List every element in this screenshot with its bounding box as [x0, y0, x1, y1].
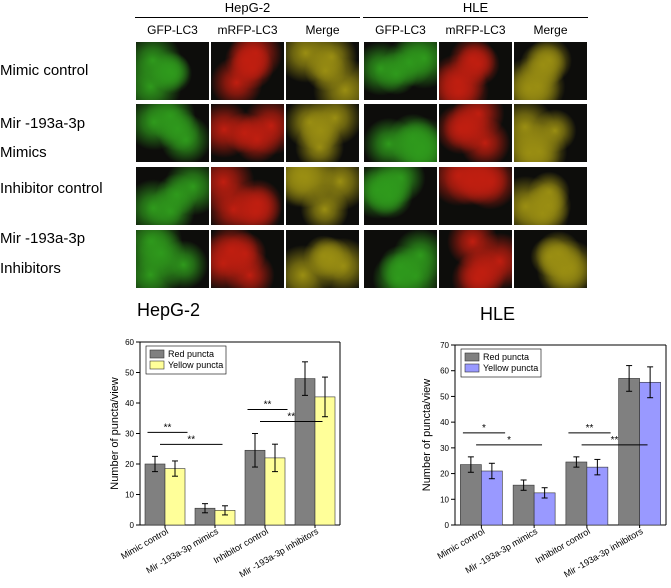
- row-label-inhibitor-control: Inhibitor control: [0, 180, 103, 197]
- bar-red-puncta: [460, 464, 482, 526]
- y-tick-label: 10: [125, 491, 134, 500]
- micrograph-merge: [286, 230, 359, 288]
- micrograph-merge: [286, 167, 359, 225]
- group-label-hle: HLE: [462, 0, 489, 15]
- y-tick-label: 30: [125, 430, 134, 439]
- significance-label: **: [586, 423, 594, 434]
- significance-label: **: [264, 400, 272, 411]
- micrograph-red: [439, 104, 512, 162]
- bar-red-puncta: [512, 484, 535, 526]
- y-tick-label: 20: [440, 470, 449, 479]
- row-label-mir-193a-3p: Mir -193a-3p: [0, 230, 86, 247]
- group-label-hepg2: HepG-2: [224, 0, 271, 15]
- micrograph-merge: [286, 42, 359, 100]
- x-tick-label: Mimic control: [435, 526, 486, 561]
- y-tick-label: 0: [130, 521, 135, 530]
- micrograph-red: [439, 230, 512, 288]
- column-label-merge: Merge: [305, 23, 340, 37]
- micrograph-red: [211, 104, 284, 162]
- micrograph-green: [136, 42, 209, 100]
- y-axis-label: Number of puncta/view: [109, 377, 121, 490]
- micrograph-red: [211, 167, 284, 225]
- bar-red-puncta: [565, 461, 588, 526]
- bar-red-puncta: [294, 378, 316, 526]
- bar-yellow-puncta: [639, 381, 661, 526]
- y-tick-label: 60: [440, 367, 449, 376]
- y-tick-label: 60: [125, 338, 134, 347]
- micrograph-red: [439, 167, 512, 225]
- row-label-inhibitors: Inhibitors: [0, 260, 61, 277]
- y-tick-label: 40: [125, 399, 134, 408]
- y-tick-label: 30: [440, 444, 449, 453]
- bar-yellow-puncta: [586, 466, 609, 526]
- micrograph-merge: [514, 104, 587, 162]
- y-tick-label: 20: [125, 460, 134, 469]
- micrograph-merge: [514, 167, 587, 225]
- micrograph-green: [136, 104, 209, 162]
- significance-label: **: [611, 435, 619, 446]
- row-label-mimic-control: Mimic control: [0, 62, 89, 79]
- group-divider-hepg2: [135, 17, 360, 18]
- y-tick-label: 10: [440, 495, 449, 504]
- micrograph-red: [211, 42, 284, 100]
- y-tick-label: 50: [125, 369, 134, 378]
- chart-title-hepg2: HepG-2: [137, 300, 201, 320]
- micrograph-green: [364, 167, 437, 225]
- row-label-mir-193a-3p: Mir -193a-3p: [0, 115, 86, 132]
- y-tick-label: 0: [445, 521, 450, 530]
- column-label-merge: Merge: [533, 23, 568, 37]
- y-tick-label: 70: [440, 341, 449, 350]
- column-label-gfp-lc3: GFP-LC3: [147, 23, 198, 37]
- bar-yellow-puncta: [164, 468, 186, 526]
- micrograph-merge: [514, 230, 587, 288]
- legend-swatch: [464, 363, 480, 373]
- legend-label: Red puncta: [483, 352, 529, 362]
- column-label-mrfp-lc3: mRFP-LC3: [217, 23, 278, 37]
- bar-chart-hle: 0 10 20 30 40 50 60 70 Number of puncta/view Mimi…: [421, 341, 667, 580]
- row-label-mimics: Mimics: [0, 144, 47, 161]
- micrograph-green: [136, 167, 209, 225]
- legend-label: Yellow puncta: [483, 363, 538, 373]
- significance-label: *: [507, 435, 511, 446]
- significance-label: **: [187, 434, 195, 445]
- significance-label: **: [287, 412, 295, 423]
- significance-label: *: [482, 423, 486, 434]
- y-axis-label: Number of puncta/view: [421, 379, 433, 492]
- micrograph-merge: [286, 104, 359, 162]
- legend-swatch: [464, 352, 480, 362]
- y-tick-label: 50: [440, 392, 449, 401]
- legend-swatch: [149, 349, 165, 359]
- bar-red-puncta: [618, 378, 640, 526]
- micrograph-red: [211, 230, 284, 288]
- micrograph-red: [439, 42, 512, 100]
- micrograph-green: [136, 230, 209, 288]
- column-label-mrfp-lc3: mRFP-LC3: [445, 23, 506, 37]
- significance-label: **: [164, 422, 172, 433]
- micrograph-green: [364, 104, 437, 162]
- bar-red-puncta: [144, 463, 166, 526]
- legend-label: Red puncta: [168, 349, 214, 359]
- micrograph-green: [364, 42, 437, 100]
- column-label-gfp-lc3: GFP-LC3: [375, 23, 426, 37]
- legend-label: Yellow puncta: [168, 360, 223, 370]
- micrograph-merge: [514, 42, 587, 100]
- y-tick-label: 40: [440, 418, 449, 427]
- micrograph-green: [364, 230, 437, 288]
- legend-swatch: [149, 360, 165, 370]
- chart-title-hle: HLE: [480, 304, 516, 324]
- group-divider-hle: [363, 17, 588, 18]
